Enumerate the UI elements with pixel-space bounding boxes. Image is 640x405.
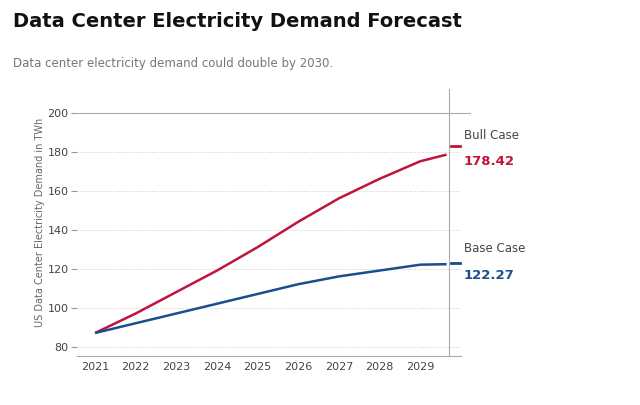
Text: Data center electricity demand could double by 2030.: Data center electricity demand could dou… <box>13 57 333 70</box>
Y-axis label: US Data Center Electricity Demand in TWh: US Data Center Electricity Demand in TWh <box>35 118 45 327</box>
Text: Base Case: Base Case <box>463 242 525 255</box>
Text: Bull Case: Bull Case <box>463 129 518 142</box>
Text: 178.42: 178.42 <box>463 156 515 168</box>
Text: Data Center Electricity Demand Forecast: Data Center Electricity Demand Forecast <box>13 12 461 31</box>
Text: 122.27: 122.27 <box>463 269 515 281</box>
